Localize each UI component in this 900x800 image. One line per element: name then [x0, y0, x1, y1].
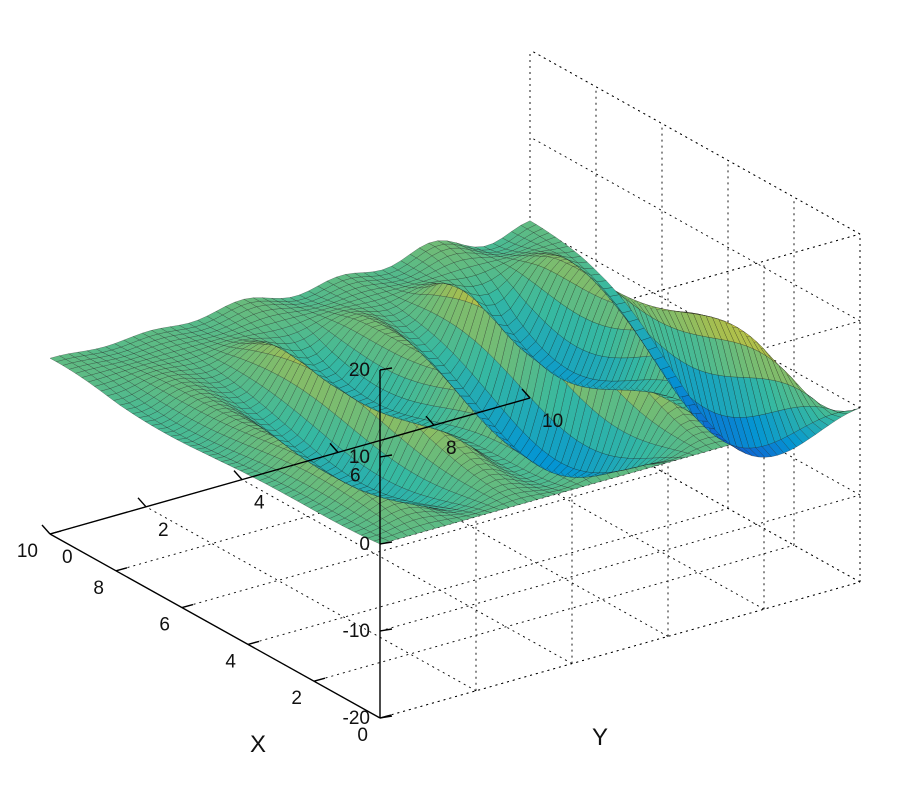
floor-grid-line	[379, 581, 861, 719]
surface-patch	[49, 355, 67, 362]
x-tick-label: 2	[291, 688, 302, 709]
x-tick-mark	[49, 530, 62, 535]
x-tick-label: 10	[17, 541, 38, 562]
floor-grid-line	[181, 471, 663, 609]
x-tick-mark	[181, 603, 194, 609]
box-edge	[379, 233, 861, 371]
wall-grid-line	[379, 320, 861, 458]
surface-layer	[49, 220, 861, 545]
wall-grid-line	[529, 49, 861, 235]
z-tick-label: 0	[359, 534, 370, 555]
z-tick-label: 20	[349, 360, 370, 381]
x-tick-mark	[313, 677, 326, 682]
y-tick-mark	[137, 497, 147, 508]
y-tick-mark	[41, 524, 51, 535]
z-tick-mark	[379, 454, 393, 458]
y-axis-label: Y	[592, 724, 608, 751]
z-tick-mark	[379, 628, 393, 632]
x-tick-label: 4	[225, 651, 236, 672]
ticks-layer: 0 2 4 6 8 10 0 2 4 6 8 10 -20 -10 0 10 20	[17, 360, 563, 746]
z-tick-label: 10	[349, 447, 370, 468]
y-tick-label: 6	[350, 465, 361, 486]
x-axis-label: X	[250, 731, 266, 758]
floor-grid-line	[313, 544, 795, 682]
y-tick-mark	[233, 470, 243, 481]
y-tick-label: 4	[254, 493, 265, 514]
x-tick-mark	[115, 567, 128, 572]
z-tick-mark	[379, 367, 393, 371]
wall-grid-line	[379, 581, 861, 719]
y-tick-mark	[521, 388, 531, 399]
y-tick-mark	[329, 442, 339, 453]
box-edge	[529, 49, 861, 235]
floor-grid-line	[247, 507, 729, 645]
x-tick-mark	[247, 640, 260, 646]
x-tick-label: 6	[159, 615, 170, 636]
x-axis-line	[49, 533, 381, 719]
floor-grid-line	[145, 506, 477, 692]
wall-grid-line	[379, 494, 861, 632]
z-tick-label: -20	[343, 708, 370, 729]
z-tick-mark	[379, 715, 393, 719]
z-tick-label: -10	[343, 621, 370, 642]
y-axis-line	[49, 397, 531, 535]
y-tick-label: 10	[542, 411, 563, 432]
y-tick-label: 0	[62, 547, 73, 568]
z-tick-mark	[379, 541, 393, 545]
y-tick-label: 2	[158, 520, 169, 541]
x-tick-label: 8	[93, 578, 104, 599]
y-tick-label: 8	[446, 438, 457, 459]
x-tick-label: 0	[357, 725, 368, 746]
y-tick-mark	[425, 415, 435, 426]
